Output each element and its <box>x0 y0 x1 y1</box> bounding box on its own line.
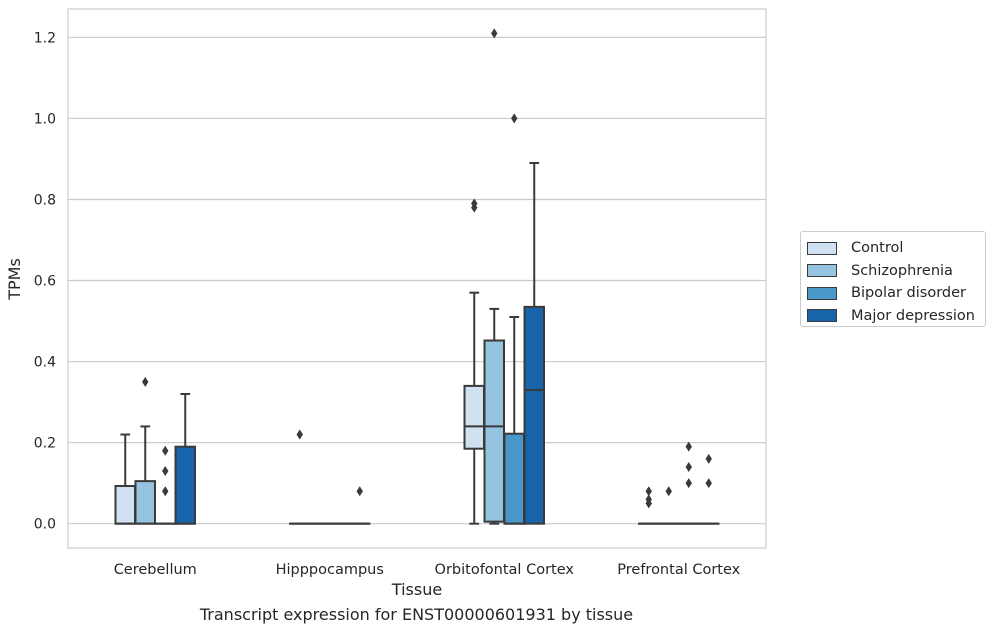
box <box>483 339 505 523</box>
outlier-point <box>645 486 652 497</box>
box-group <box>483 28 505 525</box>
x-axis-label: Tissue <box>391 580 442 599</box>
box <box>523 305 545 525</box>
outlier-point <box>162 466 169 476</box>
box <box>503 432 525 525</box>
y-tick-label: 0.2 <box>34 436 56 452</box>
legend-swatch <box>807 264 837 278</box>
y-tick-label: 0.8 <box>34 192 56 208</box>
y-tick-label: 0.6 <box>34 274 56 290</box>
outlier-point <box>665 486 672 497</box>
y-tick-label: 0.4 <box>34 355 56 371</box>
figure-caption: Transcript expression for ENST0000060193… <box>199 605 634 624</box>
plot-area <box>67 8 767 549</box>
outlier-point <box>705 453 712 464</box>
outlier-point <box>142 376 149 387</box>
box-group <box>503 113 525 525</box>
box-group <box>678 441 700 525</box>
boxes <box>114 28 720 525</box>
legend-label: Bipolar disorder <box>851 285 966 302</box>
outlier-point <box>685 441 692 452</box>
box-group <box>174 393 196 525</box>
box <box>174 445 196 525</box>
box-group <box>349 486 371 525</box>
box-group <box>523 162 545 525</box>
outlier-point <box>685 461 692 472</box>
x-tick-label: Hipppocampus <box>276 562 384 578</box>
y-tick-label: 1.2 <box>34 30 56 46</box>
legend-item: Major depression <box>807 305 985 328</box>
legend-label: Schizophrenia <box>851 262 953 279</box>
outlier-point <box>685 478 692 489</box>
x-tick-label: Cerebellum <box>114 562 197 578</box>
y-axis-label: TPMs <box>5 258 24 301</box>
outlier-point <box>645 494 652 505</box>
outlier-point <box>471 198 478 209</box>
box-group <box>698 453 720 525</box>
legend-label: Control <box>851 240 904 257</box>
box <box>114 484 136 525</box>
legend-swatch <box>807 286 837 300</box>
x-tick-label: Orbitofontal Cortex <box>435 562 575 578</box>
legend-label: Major depression <box>851 307 975 324</box>
box <box>463 384 485 450</box>
outlier-point <box>511 113 518 124</box>
outlier-point <box>491 28 498 39</box>
legend-item: Bipolar disorder <box>807 282 985 305</box>
box <box>134 480 156 525</box>
outlier-point <box>356 486 363 497</box>
box-group <box>638 486 660 525</box>
outlier-point <box>296 429 303 440</box>
outlier-point <box>162 445 169 456</box>
box-group <box>463 198 485 525</box>
legend: Control Schizophrenia Bipolar disorder Majo… <box>800 231 986 327</box>
box-group <box>114 433 136 525</box>
tick-labels: 0.0 0.2 0.4 0.6 0.8 1.0 1.2 Cerebellum Hipppocam… <box>34 30 741 578</box>
outlier-point <box>705 478 712 489</box>
legend-item: Control <box>807 237 985 260</box>
y-tick-label: 0.0 <box>34 517 56 533</box>
legend-item: Schizophrenia <box>807 260 985 283</box>
y-tick-label: 1.0 <box>34 111 56 127</box>
legend-swatch <box>807 241 837 255</box>
legend-swatch <box>807 309 837 323</box>
box-group <box>134 376 156 525</box>
outlier-point <box>162 486 169 497</box>
x-tick-label: Prefrontal Cortex <box>617 562 740 578</box>
